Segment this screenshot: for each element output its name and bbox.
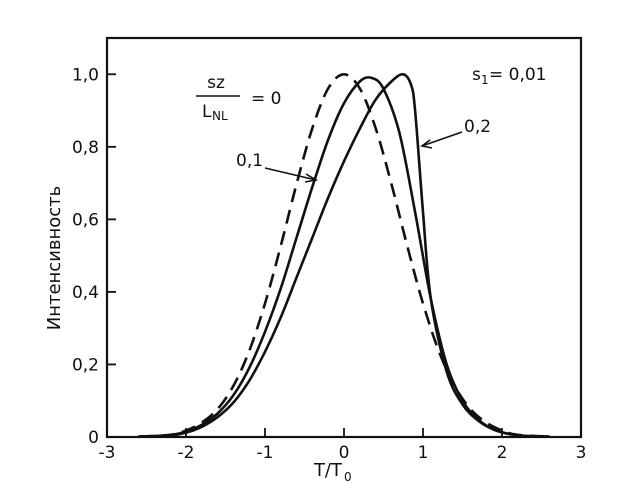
label-0-1-arrowhead: [304, 173, 319, 183]
param-numerator: sz: [207, 73, 225, 93]
y-axis-label: Интенсивность: [44, 186, 65, 331]
y-tick-label: 1,0: [72, 65, 99, 85]
x-tick-label: 3: [576, 443, 587, 463]
param-denominator-subscript: NL: [212, 109, 228, 123]
series-line-2: [138, 72, 550, 438]
x-tick-label: -3: [99, 443, 116, 463]
label-0-2-arrow: [421, 131, 463, 147]
corner-param-value: = 0,01: [489, 65, 547, 85]
y-tick-label: 0,4: [72, 283, 99, 303]
x-tick-label: -2: [178, 443, 195, 463]
x-axis-label-subscript: 0: [344, 470, 352, 484]
x-axis-label: T/T: [313, 460, 343, 481]
label-0-1-arrow: [264, 167, 317, 181]
label-0-2: 0,2: [464, 117, 491, 137]
x-tick-label: 2: [497, 443, 508, 463]
plot-frame: [105, 36, 583, 439]
y-tick-label: 0,8: [72, 138, 99, 158]
param-equals: = 0: [251, 89, 281, 109]
x-tick-label: 0: [339, 443, 350, 463]
y-tick-label: 0,6: [72, 210, 99, 230]
series-line-0: [138, 73, 550, 438]
corner-param-subscript: 1: [481, 73, 489, 87]
x-tick-label: 1: [418, 443, 429, 463]
label-0-1: 0,1: [236, 151, 263, 171]
curves: [138, 72, 550, 438]
y-ticks: 0 0,2 0,4 0,6 0,8 1,0: [72, 65, 116, 448]
label-0-2-arrowhead: [420, 139, 433, 149]
y-tick-label: 0,2: [72, 355, 99, 375]
param-denominator: L: [202, 102, 212, 122]
corner-param-symbol: s: [472, 65, 481, 85]
y-tick-label: 0: [88, 428, 99, 448]
x-tick-label: -1: [257, 443, 274, 463]
